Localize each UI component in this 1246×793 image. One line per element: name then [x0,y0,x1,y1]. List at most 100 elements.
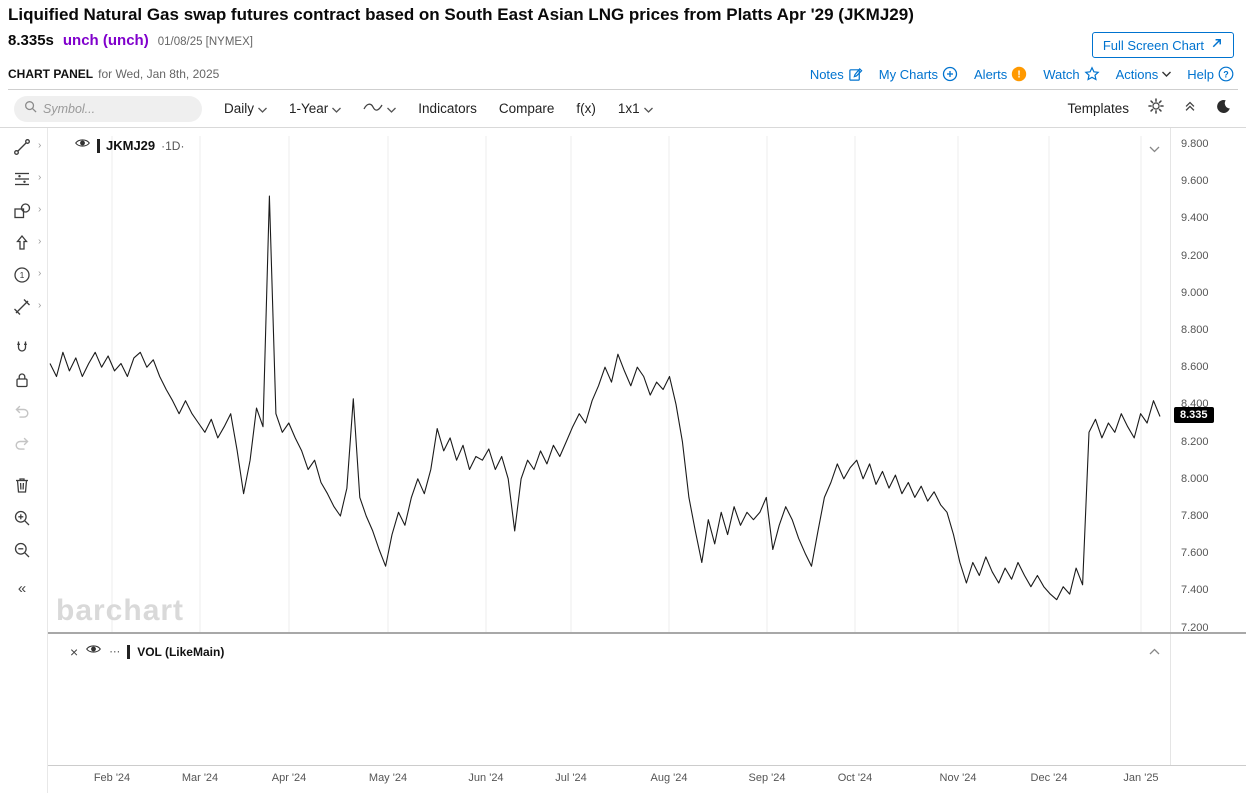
series-legend: JKMJ29 ·1D· [74,136,184,155]
panel-divider[interactable] [48,632,1246,634]
chart-panel-date: for Wed, Jan 8th, 2025 [98,67,220,81]
price-chart-canvas[interactable] [48,128,1170,632]
my-charts-link[interactable]: My Charts [879,66,958,82]
submenu-chevron-icon: › [38,236,42,247]
volume-options-button[interactable]: ⋯ [109,645,121,658]
y-axis-label: 7.400 [1181,584,1209,597]
chart-panel-label: CHART PANEL [8,67,94,81]
y-axis-label: 7.800 [1181,510,1209,522]
volume-legend-label: VOL (LikeMain) [137,644,225,659]
line-style-dropdown[interactable] [363,101,397,116]
y-axis-label: 8.600 [1181,361,1209,374]
fibonacci-icon [15,172,29,186]
magnet-icon [17,341,27,352]
double-chevron-up-icon [1183,99,1197,118]
tool-lock[interactable] [12,370,32,390]
x-axis-label: Apr '24 [271,772,307,784]
help-link[interactable]: Help ? [1187,66,1234,82]
panel-header-row: CHART PANEL for Wed, Jan 8th, 2025 Notes… [8,66,1238,90]
x-axis-label: Aug '24 [650,772,688,784]
symbol-search[interactable] [14,95,202,122]
actions-menu[interactable]: Actions [1116,67,1172,82]
star-icon [1084,66,1100,82]
period-dropdown[interactable]: Daily [224,101,267,116]
chart-panels: JKMJ29 ·1D· barchart 9.800 9.600 9.400 9.20… [48,128,1246,793]
y-axis-label: 9.400 [1181,212,1209,225]
y-axis-label: 8.000 [1181,472,1209,485]
compare-label: Compare [498,101,555,116]
series-color-chip [97,138,100,153]
line-style-icon [363,101,383,116]
page-title: Liquified Natural Gas swap futures contr… [8,5,914,24]
main-price-panel: JKMJ29 ·1D· barchart [48,128,1170,632]
volume-panel: × ⋯ VOL (LikeMain) [48,634,1170,765]
tool-undo[interactable] [12,402,32,422]
y-axis-label: 9.200 [1181,249,1209,262]
chevron-down-icon [643,101,653,116]
dark-mode-toggle[interactable] [1215,98,1232,120]
submenu-chevron-icon: › [38,300,42,311]
alerts-label: Alerts [974,66,1008,82]
x-axis-label: Jun '24 [468,772,504,784]
help-icon: ? [1218,66,1234,82]
tool-zoom-out[interactable] [12,540,32,560]
tool-measure[interactable]: › [12,297,41,317]
fx-button[interactable]: f(x) [576,101,596,116]
alerts-link[interactable]: Alerts ! [974,66,1027,82]
notes-icon [848,67,863,82]
watch-label: Watch [1043,66,1080,82]
tool-shapes[interactable]: › [12,201,41,221]
tool-annotation[interactable]: 1 › [12,265,41,285]
tool-delete[interactable] [12,475,32,495]
templates-label: Templates [1067,101,1129,116]
tool-arrow[interactable]: › [12,233,41,253]
search-icon [24,100,37,118]
tool-zoom-in[interactable] [12,508,32,528]
y-axis-label: 8.200 [1181,435,1209,448]
tool-redo[interactable] [12,434,32,454]
settings-button[interactable] [1147,97,1165,120]
collapse-sidebar-button[interactable]: « [12,580,32,600]
watch-link[interactable]: Watch [1043,66,1100,82]
trendline-icon [14,139,30,155]
x-axis-label: Jul '24 [555,772,587,784]
visibility-toggle[interactable] [74,136,91,155]
range-dropdown[interactable]: 1-Year [289,101,342,116]
price-axis[interactable]: 9.800 9.600 9.400 9.200 9.000 8.800 8.600 8.400… [1170,128,1246,765]
arrow-up-icon [16,234,28,250]
redo-icon [15,437,29,450]
last-price-badge: 8.335 [1174,407,1214,424]
time-axis[interactable]: Feb '24 Mar '24 Apr '24 May '24 Jun '24 Jul '… [48,765,1246,793]
double-chevron-left-icon: « [17,580,27,597]
symbol-search-input[interactable] [43,101,183,116]
notes-link[interactable]: Notes [810,67,863,82]
compare-button[interactable]: Compare [499,101,555,116]
volume-visibility-toggle[interactable] [85,642,102,661]
period-label: Daily [224,101,255,116]
alert-warning-icon: ! [1011,66,1027,82]
grid-layout-dropdown[interactable]: 1x1 [618,101,653,116]
volume-legend: × ⋯ VOL (LikeMain) [70,642,224,661]
chevron-down-icon [332,101,342,116]
zoom-out-icon [14,542,30,558]
circled-one-icon: 1 [14,267,30,283]
grid-layout-label: 1x1 [617,101,640,116]
chevron-down-icon [387,101,397,116]
tool-trendline[interactable]: › [12,137,41,157]
undo-icon [15,405,29,418]
header: Liquified Natural Gas swap futures contr… [0,0,1246,90]
indicators-button[interactable]: Indicators [418,101,477,116]
submenu-chevron-icon: › [38,204,42,215]
tool-magnet[interactable] [12,338,32,358]
price-change: unch (unch) [62,32,149,49]
templates-button[interactable]: Templates [1067,101,1129,116]
submenu-chevron-icon: › [38,268,42,279]
remove-indicator-button[interactable]: × [70,643,79,660]
collapse-toolbar-button[interactable] [1183,99,1197,118]
full-screen-chart-button[interactable]: Full Screen Chart [1091,32,1234,58]
panel-options-chevron[interactable] [1149,140,1160,158]
volume-collapse-chevron[interactable] [1149,642,1160,660]
tool-fibonacci[interactable]: › [12,169,41,189]
series-timeframe: ·1D· [161,138,185,153]
